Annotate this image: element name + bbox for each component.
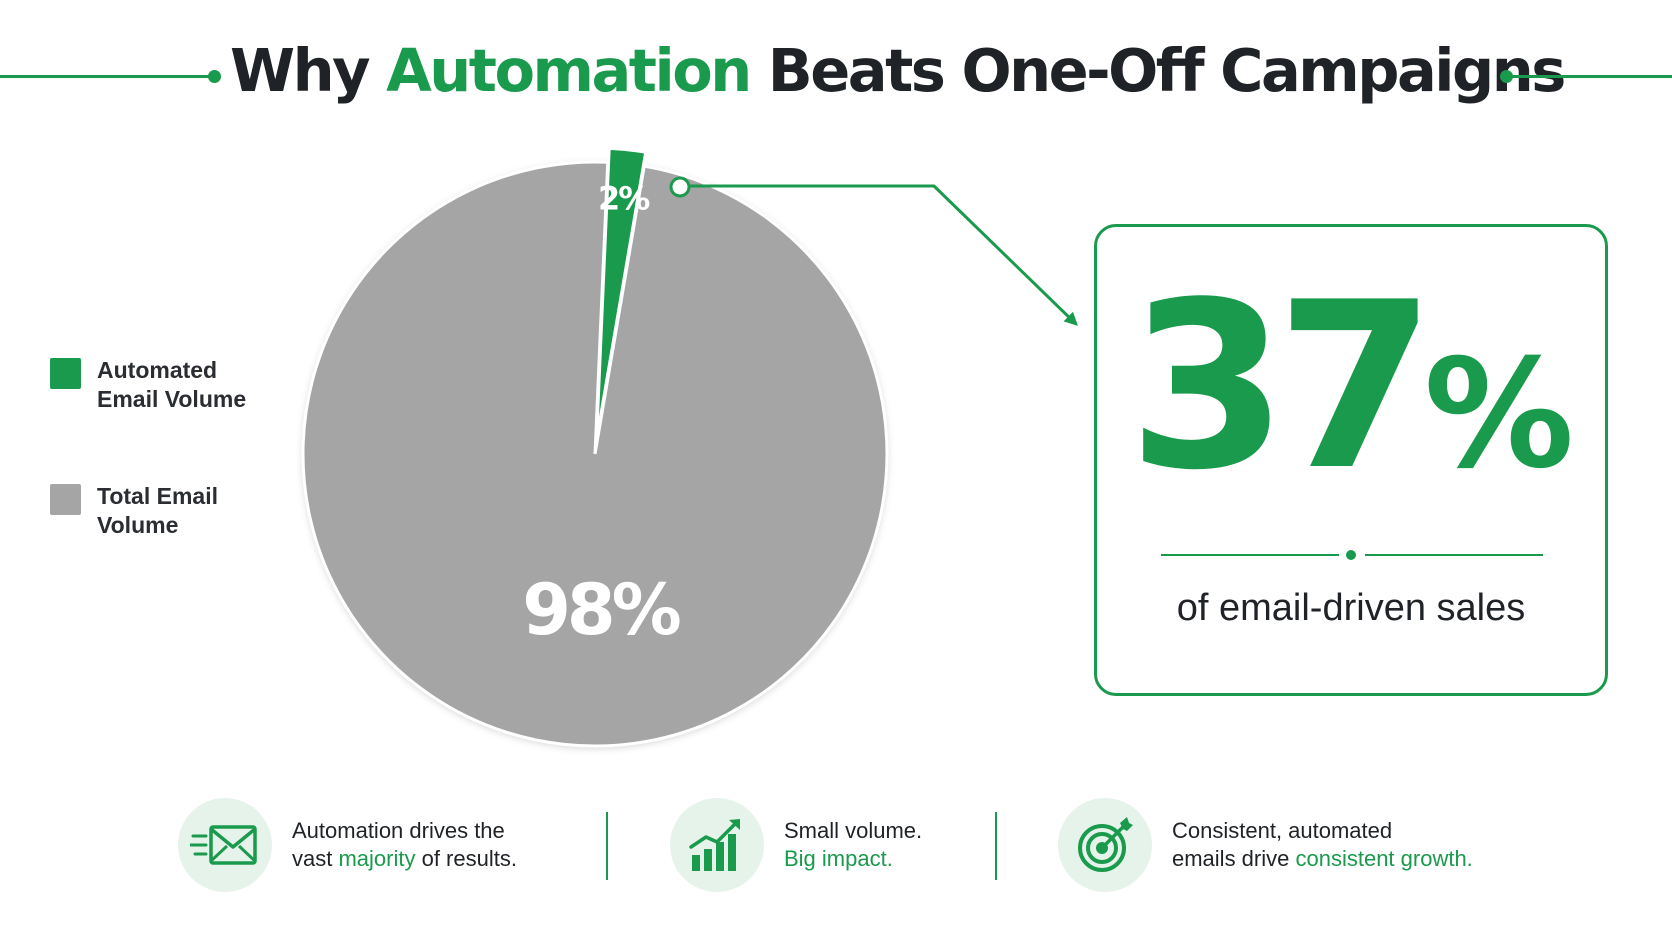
feature-impact: Small volume. Big impact. [670,798,922,892]
pie-slice-total [301,160,889,748]
feature-text-impact: Small volume. Big impact. [784,818,923,871]
pie-slice-automated [594,146,648,441]
legend-label-total: Total Email Volume [97,483,218,538]
legend-swatch-automated [50,358,81,389]
stat-divider-right [1365,554,1543,556]
feature-text-growth: Consistent, automated emails drive consi… [1172,818,1473,871]
pie-label-total: 98% [522,569,679,651]
title-line-left [0,75,212,78]
stat-caption: of email-driven sales [1176,587,1526,629]
title-dot-left [208,70,221,83]
pie-label-automated: 2% [598,179,650,217]
stat-card: 37% of email-driven sales [1094,224,1608,696]
stat-divider-dot [1346,550,1356,560]
stat-value: 37% [1127,254,1575,521]
feature-separator-1 [606,812,608,880]
feature-automation: Automation drives the vast majority of r… [178,798,517,892]
feature-text-automation: Automation drives the vast majority of r… [292,818,517,871]
legend-label-automated: Automated Email Volume [97,357,247,412]
callout-dot [669,176,691,198]
legend-swatch-total [50,484,81,515]
stat-unit: % [1423,328,1575,502]
title-highlight: Automation [386,36,752,105]
growth-chart-icon [670,798,764,892]
feature-separator-2 [995,812,997,880]
feature-growth: Consistent, automated emails drive consi… [1058,798,1473,892]
legend-item-total: Total Email Volume [50,482,277,540]
callout-arrow [689,184,1078,326]
legend-item-automated: Automated Email Volume [50,356,277,414]
envelope-icon [178,798,272,892]
target-icon [1058,798,1152,892]
title-line-right [1508,75,1672,78]
stat-divider-left [1161,554,1339,556]
page-title: Why Automation Beats One-Off Campaigns [230,36,1566,105]
title-dot-right [1500,70,1513,83]
